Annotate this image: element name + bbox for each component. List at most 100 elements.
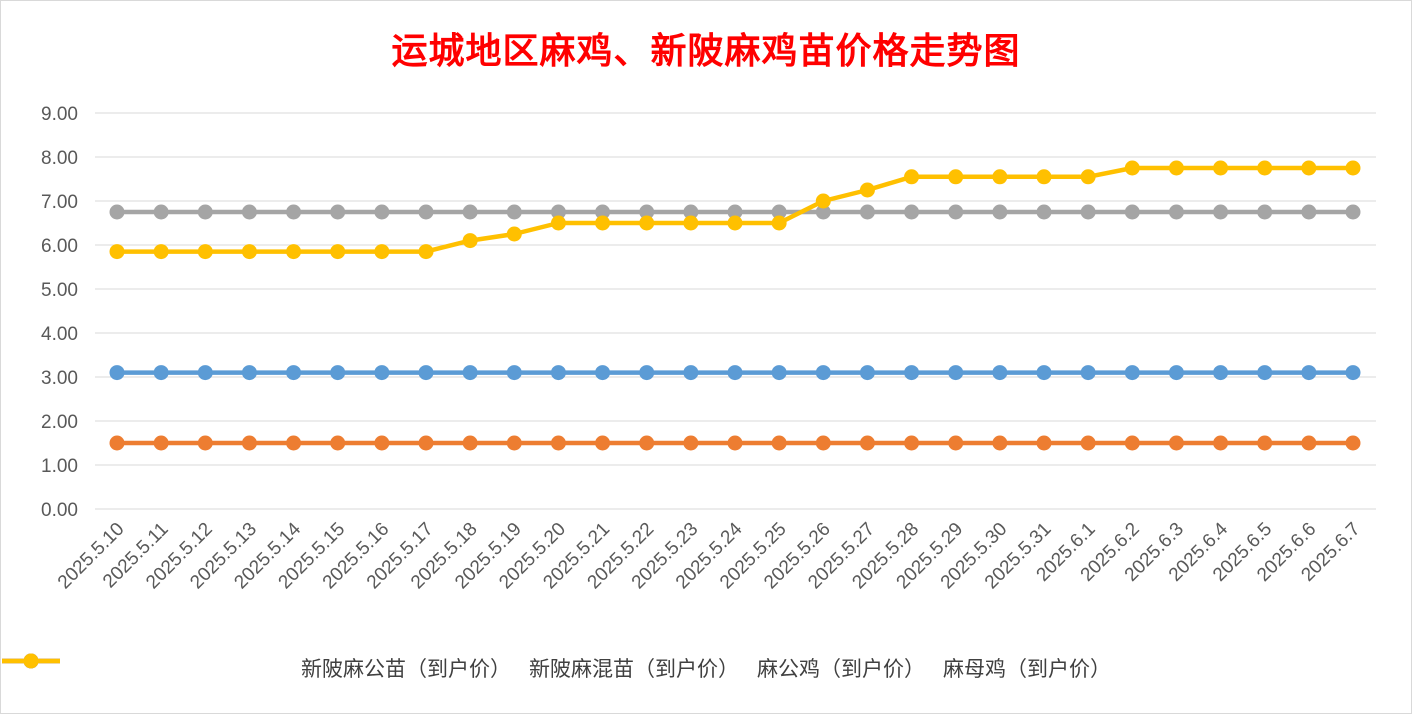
data-point xyxy=(506,226,522,242)
data-point xyxy=(197,365,213,381)
data-point xyxy=(550,204,566,220)
data-point xyxy=(727,204,743,220)
y-tick-label: 7.00 xyxy=(41,192,78,213)
data-point xyxy=(1124,365,1140,381)
data-point xyxy=(1345,160,1361,176)
data-point xyxy=(904,435,920,451)
data-point xyxy=(286,365,302,381)
data-point xyxy=(1257,204,1273,220)
data-point xyxy=(815,435,831,451)
data-point xyxy=(1213,435,1229,451)
chart-legend: 新陂麻公苗（到户价） 新陂麻混苗（到户价） 麻公鸡（到户价） 麻母鸡（到户价） xyxy=(0,648,1412,688)
data-point xyxy=(153,244,169,260)
data-point xyxy=(1213,204,1229,220)
y-tick-label: 6.00 xyxy=(41,236,78,257)
data-point xyxy=(1080,435,1096,451)
data-point xyxy=(197,204,213,220)
data-point xyxy=(286,244,302,260)
data-point xyxy=(286,435,302,451)
data-point xyxy=(153,204,169,220)
data-point xyxy=(771,204,787,220)
data-point xyxy=(241,365,257,381)
data-point xyxy=(286,204,302,220)
data-point xyxy=(418,435,434,451)
data-point xyxy=(241,204,257,220)
data-point xyxy=(639,215,655,231)
data-point xyxy=(374,244,390,260)
data-point xyxy=(948,435,964,451)
data-point xyxy=(595,435,611,451)
data-point xyxy=(992,365,1008,381)
data-point xyxy=(462,435,478,451)
y-tick-label: 9.00 xyxy=(41,104,78,125)
data-point xyxy=(330,435,346,451)
legend-item: 新陂麻混苗（到户价） xyxy=(2,653,739,683)
data-point xyxy=(330,204,346,220)
data-point xyxy=(1080,365,1096,381)
y-tick-label: 2.00 xyxy=(41,412,78,433)
data-point xyxy=(197,435,213,451)
data-point xyxy=(330,365,346,381)
data-point xyxy=(550,435,566,451)
data-point xyxy=(197,244,213,260)
data-point xyxy=(859,204,875,220)
data-point xyxy=(859,365,875,381)
data-point xyxy=(550,215,566,231)
data-point xyxy=(374,365,390,381)
y-tick-label: 0.00 xyxy=(41,500,78,521)
data-point xyxy=(109,204,125,220)
data-point xyxy=(948,365,964,381)
y-tick-label: 4.00 xyxy=(41,324,78,345)
data-point xyxy=(418,244,434,260)
data-point xyxy=(639,365,655,381)
data-point xyxy=(595,365,611,381)
y-tick-label: 8.00 xyxy=(41,148,78,169)
legend-item: 麻母鸡（到户价） xyxy=(2,653,1111,683)
data-point xyxy=(1213,365,1229,381)
data-point xyxy=(683,365,699,381)
data-point xyxy=(771,215,787,231)
data-point xyxy=(683,204,699,220)
data-point xyxy=(992,169,1008,185)
data-point xyxy=(374,204,390,220)
legend-item: 新陂麻公苗（到户价） xyxy=(2,653,511,683)
data-point xyxy=(1080,204,1096,220)
data-point xyxy=(109,435,125,451)
data-point xyxy=(153,435,169,451)
data-point xyxy=(418,365,434,381)
data-point xyxy=(1036,435,1052,451)
data-point xyxy=(1168,365,1184,381)
data-point xyxy=(109,244,125,260)
data-point xyxy=(506,435,522,451)
data-point xyxy=(1168,160,1184,176)
data-point xyxy=(1036,204,1052,220)
data-point xyxy=(109,365,125,381)
data-point xyxy=(418,204,434,220)
data-point xyxy=(550,365,566,381)
legend-swatch-marker xyxy=(23,653,39,669)
data-point xyxy=(1036,169,1052,185)
data-point xyxy=(1257,435,1273,451)
legend-item: 麻公鸡（到户价） xyxy=(2,653,925,683)
legend-swatch xyxy=(2,653,60,669)
data-point xyxy=(1080,169,1096,185)
data-point xyxy=(506,204,522,220)
data-point xyxy=(992,435,1008,451)
data-point xyxy=(374,435,390,451)
data-point xyxy=(904,169,920,185)
data-point xyxy=(683,215,699,231)
data-point xyxy=(859,435,875,451)
data-point xyxy=(639,435,655,451)
data-point xyxy=(1124,435,1140,451)
data-point xyxy=(1345,365,1361,381)
data-point xyxy=(1257,365,1273,381)
data-point xyxy=(815,365,831,381)
data-point xyxy=(1301,435,1317,451)
data-point xyxy=(904,204,920,220)
data-point xyxy=(727,435,743,451)
data-point xyxy=(1345,435,1361,451)
data-point xyxy=(1301,160,1317,176)
data-point xyxy=(992,204,1008,220)
